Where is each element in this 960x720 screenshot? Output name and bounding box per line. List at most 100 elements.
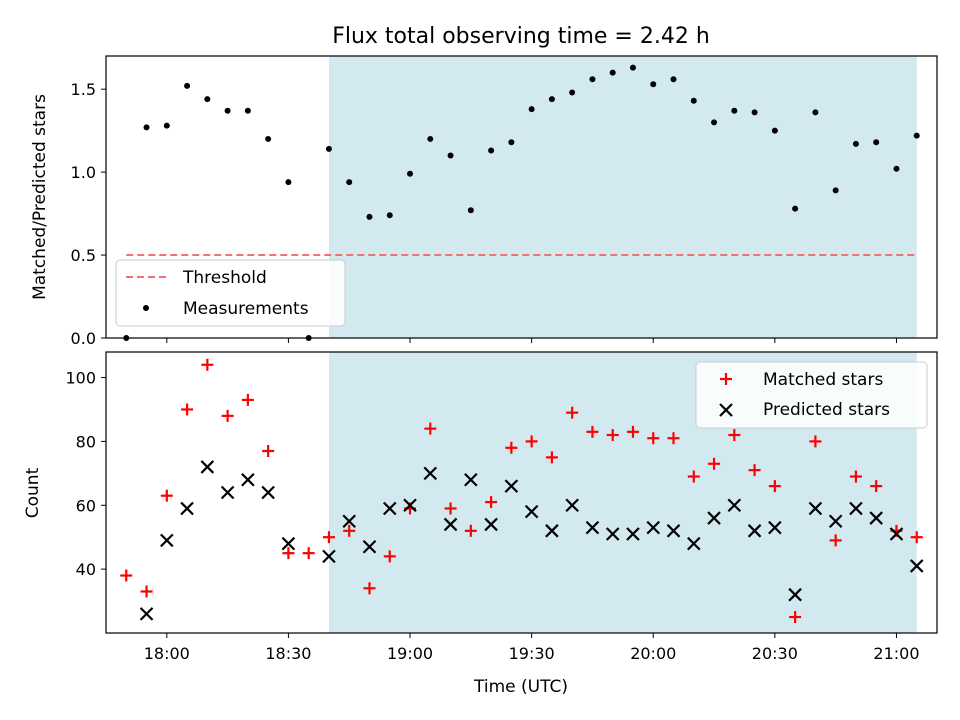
matched-star-point (181, 403, 194, 416)
matched-star-point (768, 480, 781, 493)
predicted-star-point (808, 501, 823, 516)
x-b (484, 517, 498, 532)
matched-star-point (525, 435, 538, 448)
predicted-star-point (484, 517, 498, 532)
measurement-point (508, 139, 515, 146)
x-b (139, 607, 154, 621)
x-b (687, 536, 701, 551)
predicted-star-point (626, 527, 640, 541)
matched-star-point (566, 406, 579, 419)
matched-star-point (606, 429, 619, 442)
matched-star-point (829, 534, 842, 547)
x-b (342, 514, 356, 529)
x-b (747, 524, 762, 538)
predicted-star-point (747, 524, 762, 538)
matched-star-point (545, 451, 558, 464)
matched-star-point (464, 524, 477, 537)
predicted-star-point (585, 520, 600, 535)
matched-star-point (505, 441, 518, 454)
predicted-star-point (849, 501, 863, 516)
measurement-point (244, 107, 251, 114)
predicted-star-point (281, 536, 296, 551)
measurement-point (346, 179, 353, 186)
x-tick-label: 20:30 (752, 644, 798, 663)
measurement-point (548, 96, 555, 103)
x-b (666, 524, 681, 538)
measurement-point (447, 152, 454, 159)
chart-title: Flux total observing time = 2.42 h (332, 24, 710, 49)
measurement-point (427, 135, 434, 142)
axes-frame (105, 351, 938, 634)
predicted-star-point (261, 485, 275, 500)
predicted-star-point (707, 511, 721, 525)
predicted-star-point (687, 536, 701, 551)
y-tick-label: 1.0 (71, 163, 96, 182)
xlabel: Time (UTC) (473, 677, 568, 697)
matched-star-point (241, 393, 254, 406)
x-b (585, 520, 600, 535)
predicted-star-point (443, 517, 458, 532)
matched-star-point (728, 429, 741, 442)
predicted-star-point (423, 466, 438, 481)
measurement-point (366, 213, 373, 220)
matched-star-point (140, 585, 153, 598)
x-b (909, 559, 924, 573)
x-tick-label: 18:30 (265, 644, 311, 663)
measurement-point (143, 124, 150, 131)
x-b (403, 498, 417, 513)
x-b (565, 498, 579, 513)
matched-star-point (282, 547, 295, 560)
measurement-point (609, 69, 616, 76)
x-b (200, 460, 215, 474)
matched-star-point (910, 531, 923, 544)
bottom-panel: 18:00 18:30 19:00 19:30 20:00 20:30 21:00 40 60 8… (65, 351, 938, 663)
legend-x-b (719, 403, 733, 417)
matched-star-point (485, 496, 498, 509)
measurement-point (751, 109, 758, 116)
predicted-star-point (504, 479, 519, 493)
x-b (443, 517, 458, 532)
predicted-star-point (180, 501, 194, 516)
matched-star-point (221, 409, 234, 422)
bottom-ylabel: Count (23, 467, 43, 518)
predicted-star-point (524, 504, 539, 519)
x-b (828, 514, 843, 529)
matched-star-point (687, 470, 700, 483)
measurement-point (589, 76, 596, 83)
predicted-star-point (828, 514, 843, 529)
predicted-star-point (909, 559, 924, 573)
y-tick-label: 80 (76, 432, 96, 451)
shaded-observing-region (328, 56, 917, 338)
x-tick-label: 19:00 (387, 644, 433, 663)
matched-star-point (262, 444, 275, 457)
x-b (281, 536, 296, 551)
x-b (261, 485, 275, 500)
measurement-point (792, 205, 799, 212)
measurement-point (285, 179, 292, 186)
predicted-star-point (342, 514, 356, 529)
measurement-point (852, 140, 859, 147)
matched-star-point (708, 457, 721, 470)
x-b (504, 479, 519, 493)
matched-star-point (748, 464, 761, 477)
legend-box (115, 259, 346, 327)
x-tick-label: 21:00 (873, 644, 919, 663)
matched-star-point (849, 470, 862, 483)
legend-predicted-label: Predicted stars (763, 400, 890, 420)
predicted-star-point (200, 460, 215, 474)
predicted-star-point (403, 498, 417, 513)
x-b (869, 511, 883, 525)
measurement-point (204, 96, 211, 103)
predicted-star-point (788, 587, 802, 602)
measurement-point (386, 212, 393, 219)
x-b (160, 533, 174, 548)
measurement-point (771, 127, 778, 134)
measurement-point (325, 145, 332, 152)
x-b (220, 485, 235, 500)
x-b (808, 501, 823, 516)
predicted-star-point (241, 472, 255, 487)
matched-star-point (322, 531, 335, 544)
matched-star-point (870, 480, 883, 493)
legend: Matched stars Predicted stars (695, 361, 928, 429)
measurement-point (913, 132, 920, 139)
